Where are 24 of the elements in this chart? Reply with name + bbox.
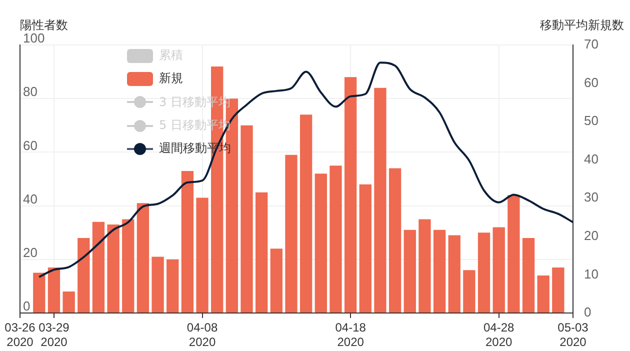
y2-tick-label: 0: [584, 304, 592, 320]
x-tick-label: 03-26 2020: [4, 320, 36, 349]
y2-tick-label: 30: [584, 190, 598, 205]
y-tick-label: 20: [23, 244, 38, 260]
x-tick-label: 04-28 2020: [484, 320, 515, 349]
y-axis-title: 陽性者数: [20, 18, 68, 32]
y-tick-label: 100: [23, 30, 45, 46]
x-tick-label: 03-29 2020: [38, 320, 70, 349]
y-tick-label: 80: [23, 84, 38, 100]
y-tick-label: 0: [23, 298, 30, 314]
y-tick-label: 40: [23, 191, 38, 206]
y2-tick-label: 40: [584, 151, 598, 166]
y2-tick-label: 20: [584, 228, 598, 244]
y2-axis-title: 移動平均新規数: [540, 18, 624, 32]
y2-tick-label: 50: [584, 113, 598, 128]
x-tick-label: 04-08 2020: [186, 320, 218, 349]
line-series: [38, 62, 573, 278]
y2-tick-label: 60: [584, 74, 598, 90]
y-tick-label: 60: [23, 138, 38, 153]
y2-tick-label: 70: [584, 36, 598, 52]
y2-tick-label: 10: [584, 266, 598, 282]
x-tick-label: 05-03 2020: [558, 320, 589, 349]
x-tick-label: 04-18 2020: [335, 320, 366, 349]
legend-label: 新規: [159, 70, 183, 88]
